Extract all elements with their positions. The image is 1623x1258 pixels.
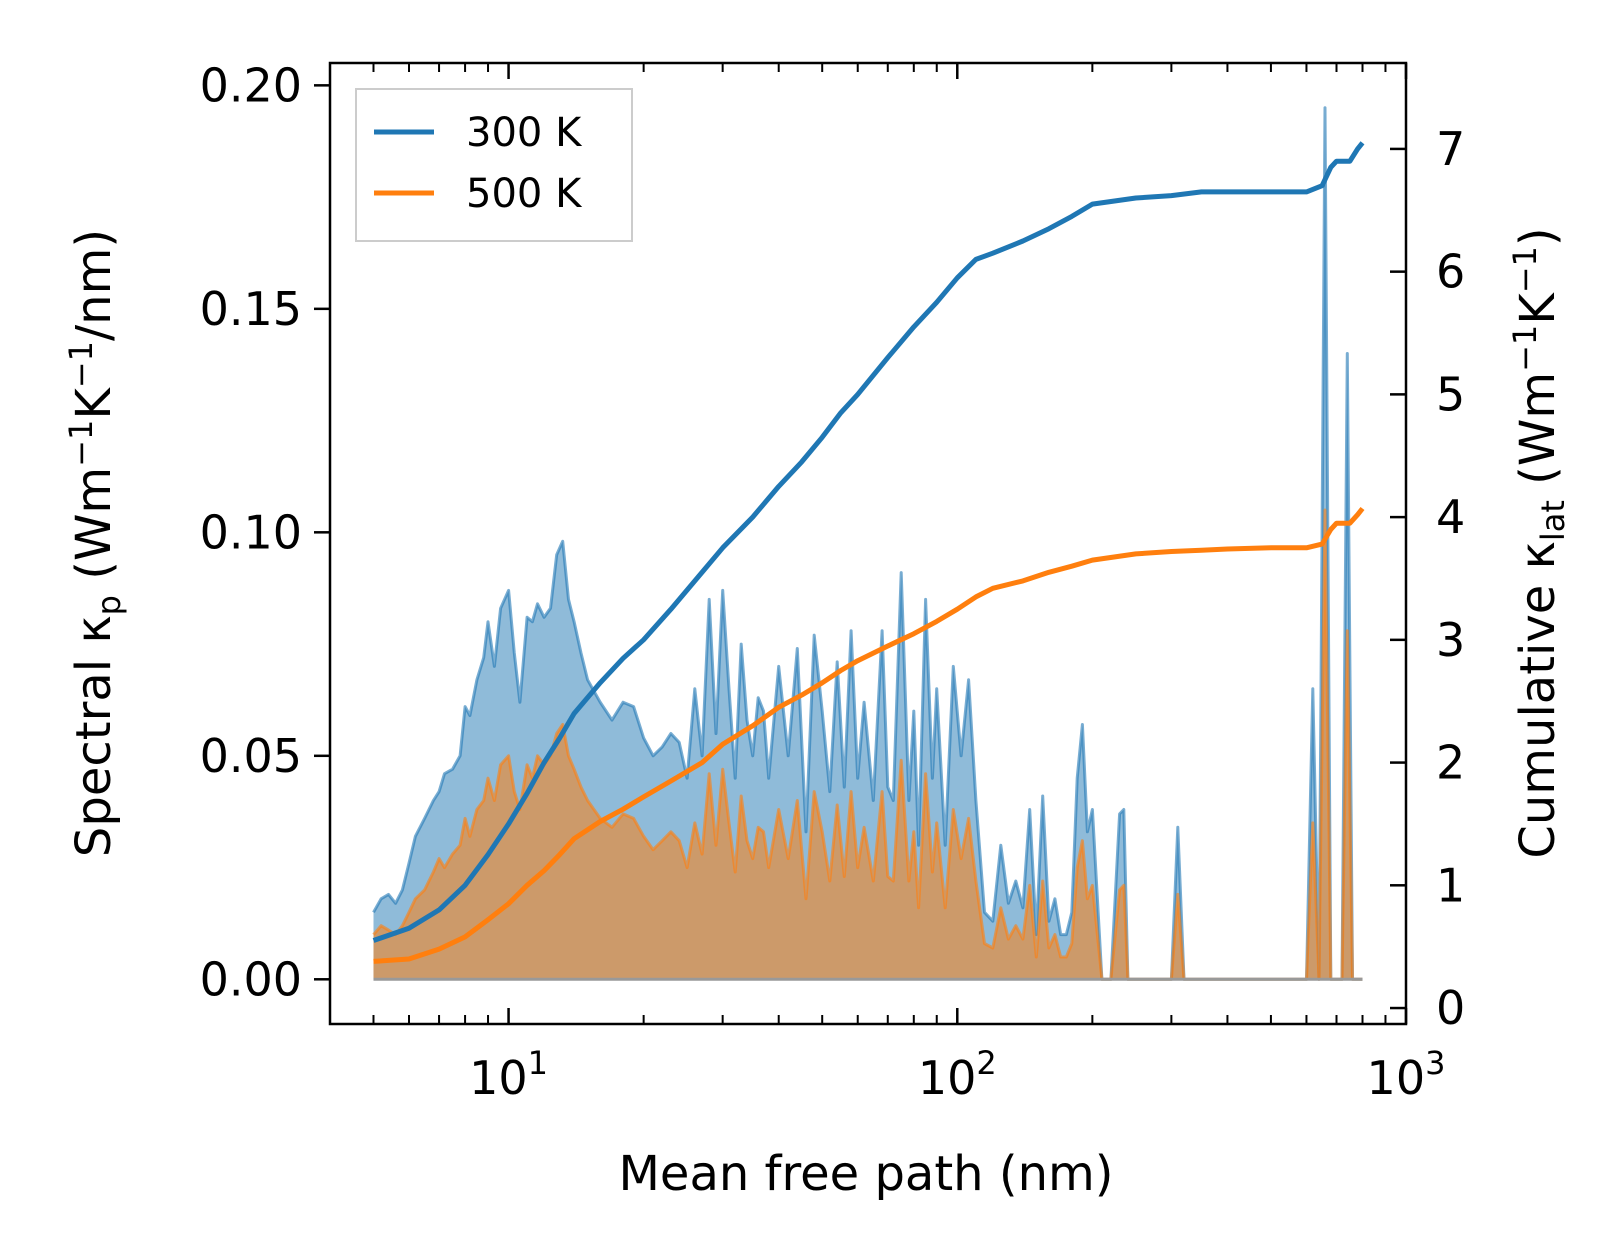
y-left-title-sup-2: −1	[62, 341, 100, 388]
legend-label-300k: 300 K	[466, 110, 583, 156]
y-left-axis-title: Spectral κp (Wm−1K−1/nm)	[62, 229, 128, 857]
y-right-title-sup-2: −1	[1506, 246, 1544, 293]
cumulative-line-300k	[372, 141, 1365, 943]
y-left-tick-label: 0.00	[200, 952, 302, 1006]
series-layer	[372, 106, 1365, 981]
cumulative-line-500k	[373, 506, 1365, 964]
spectral-line-500k	[372, 508, 1363, 981]
x-tick-base: 10	[918, 1051, 977, 1105]
spectral-fill-300k	[373, 107, 1363, 980]
y-right-tick-label: 0	[1436, 981, 1465, 1035]
y-left-tick-label: 0.05	[200, 729, 302, 783]
y-right-title-sup-1: −1	[1506, 325, 1544, 372]
y-left-title-part-2: (Wm	[66, 467, 122, 595]
x-tick-label: 103	[1367, 1044, 1446, 1105]
y-left-title-sub-p: p	[90, 595, 128, 615]
y-right-tick-label: 3	[1436, 613, 1465, 667]
x-tick-label: 102	[918, 1044, 997, 1105]
legend: 300 K 500 K	[355, 88, 633, 242]
x-tick-exponent: 2	[976, 1044, 996, 1082]
y-right-axis-title: Cumulative κlat (Wm−1K−1)	[1506, 227, 1572, 858]
y-left-title-part-1: Spectral κ	[66, 615, 122, 857]
y-right-tick-label: 6	[1436, 245, 1465, 299]
y-right-tick-label: 5	[1436, 367, 1465, 421]
y-right-tick-label: 7	[1436, 122, 1465, 176]
x-tick-exponent: 1	[528, 1044, 548, 1082]
spectral-fill-500k	[373, 510, 1363, 980]
y-left-tick-label: 0.20	[200, 58, 302, 112]
spectral-line-300k	[372, 106, 1363, 981]
y-left-title-sup-1: −1	[62, 420, 100, 467]
y-left-tick-label: 0.10	[200, 505, 302, 559]
x-tick-exponent: 3	[1425, 1044, 1445, 1082]
x-tick-base: 10	[469, 1051, 528, 1105]
x-tick-base: 10	[1367, 1051, 1426, 1105]
y-right-title-part-2: (Wm	[1510, 372, 1566, 500]
y-right-tick-label: 4	[1436, 490, 1465, 544]
legend-box	[355, 88, 633, 242]
y-right-tick-label: 2	[1436, 736, 1465, 790]
y-left-title-part-4: /nm)	[66, 229, 122, 341]
y-right-title-part-1: Cumulative κ	[1510, 541, 1566, 859]
y-right-title-part-4: )	[1510, 227, 1566, 246]
y-right-title-sub-lat: lat	[1534, 500, 1572, 541]
x-axis-title: Mean free path (nm)	[619, 1146, 1114, 1202]
x-tick-label: 101	[469, 1044, 548, 1105]
plot-frame	[328, 61, 1408, 1026]
y-right-tick-label: 1	[1436, 858, 1465, 912]
legend-label-500k: 500 K	[466, 171, 583, 217]
y-left-tick-label: 0.15	[200, 282, 302, 336]
y-left-title-part-3: K	[66, 387, 122, 420]
y-right-title-part-3: K	[1510, 292, 1566, 325]
